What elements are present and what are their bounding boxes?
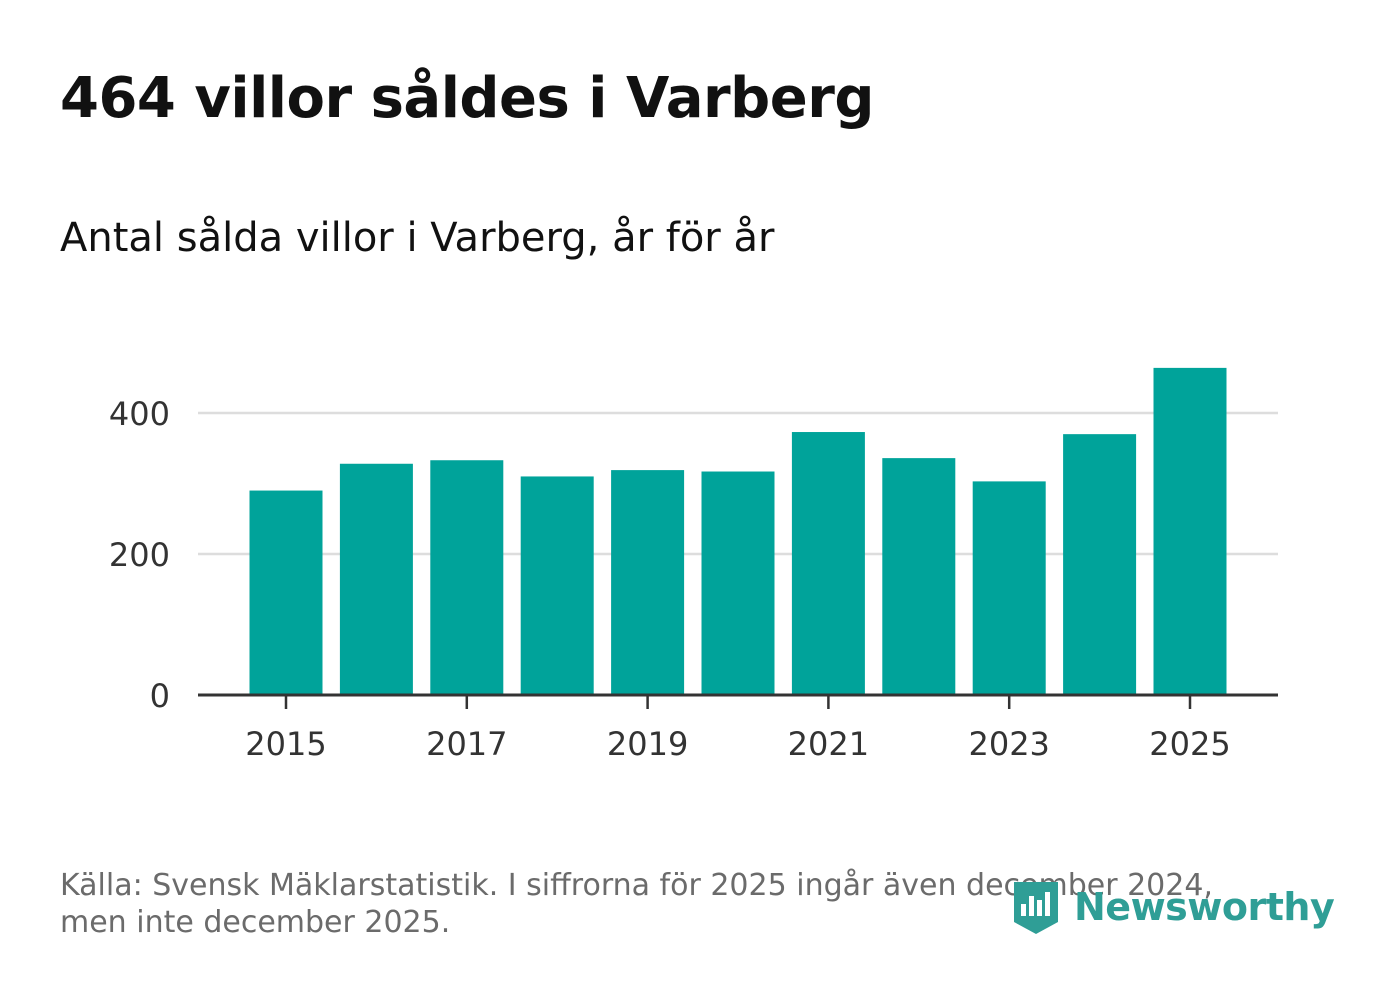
newsworthy-logo: Newsworthy	[1010, 878, 1335, 936]
y-tick-label: 200	[109, 536, 170, 574]
x-tick-label: 2017	[426, 725, 507, 763]
bar-2018	[520, 476, 594, 695]
bar-2015	[249, 490, 323, 695]
x-tick-label: 2025	[1149, 725, 1230, 763]
source-line-2: men inte december 2025.	[60, 905, 451, 940]
bar-2023	[972, 481, 1046, 695]
bar-2022	[882, 458, 956, 695]
x-axis: 2015 2017 2019 2021 2023 2025	[198, 693, 1278, 763]
bar-2021	[791, 432, 865, 695]
x-tick-label: 2023	[968, 725, 1049, 763]
chart-title: 464 villor såldes i Varberg	[60, 66, 874, 131]
bar-2017	[430, 460, 504, 695]
bar-2024	[1063, 434, 1137, 695]
bar-2016	[339, 463, 413, 695]
x-tick-label: 2019	[607, 725, 688, 763]
newsworthy-logo-icon	[1014, 882, 1058, 934]
y-axis: 0 200 400	[109, 395, 170, 715]
bar-2020	[701, 471, 775, 695]
x-tick-label: 2021	[788, 725, 869, 763]
y-tick-label: 0	[150, 677, 170, 715]
y-tick-label: 400	[109, 395, 170, 433]
bar-2025	[1153, 367, 1227, 695]
bars	[249, 367, 1227, 695]
bar-2019	[611, 470, 685, 695]
x-tick-label: 2015	[245, 725, 326, 763]
chart-subtitle: Antal sålda villor i Varberg, år för år	[60, 215, 775, 261]
brand-name: Newsworthy	[1074, 885, 1335, 929]
